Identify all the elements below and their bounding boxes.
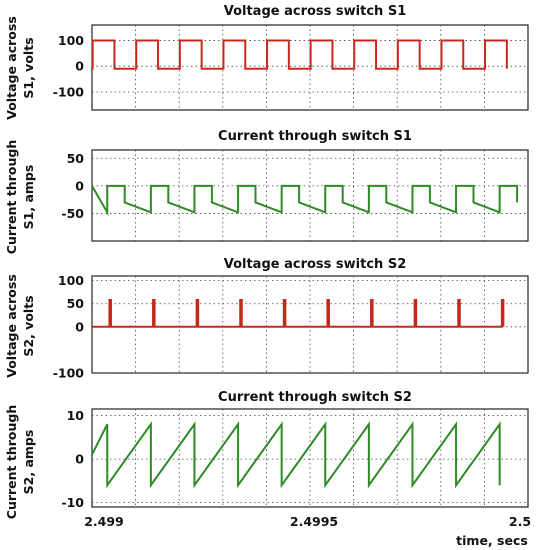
plot-panel: 100 0 -100 Voltage across switch S1 Voltage … — [4, 4, 529, 120]
series-line — [91, 421, 501, 489]
series-line — [91, 184, 519, 217]
x-axis-label: time, secs — [456, 533, 528, 548]
y-tick-label: 50 — [67, 296, 85, 311]
y-tick-label: 0 — [75, 319, 84, 334]
plot-title: Voltage across switch S1 — [224, 4, 407, 19]
x-tick-label: 2.4995 — [290, 514, 338, 529]
y-tick-label: -100 — [53, 84, 85, 99]
series-line — [91, 39, 508, 70]
y-tick-label: 10 — [67, 408, 85, 423]
plot-title: Current through switch S1 — [218, 129, 412, 144]
x-tick-label: 2.499 — [84, 514, 124, 529]
plot-frame — [91, 275, 529, 374]
y-tick-label: 100 — [58, 273, 84, 288]
y-tick-label: 100 — [58, 33, 84, 48]
y-axis-label-line: Voltage across — [4, 16, 19, 120]
y-axis-label-line: Current through — [4, 140, 19, 254]
y-axis-label-line: S1, volts — [21, 37, 36, 98]
y-axis-label-line: Current through — [4, 405, 19, 519]
y-axis-label-line: S1, amps — [21, 165, 36, 230]
plot-panel: 50 0 -50 Current through switch S1 Current t… — [4, 129, 529, 254]
y-axis-label-line: Voltage across — [4, 274, 19, 378]
y-tick-label: 50 — [67, 151, 85, 166]
x-tick-label: 2.5 — [509, 514, 531, 529]
plot-panel: 10 0 -10 Current through switch S2 Current t… — [4, 390, 529, 519]
y-tick-label: 0 — [75, 452, 84, 467]
plot-title: Current through switch S2 — [218, 390, 412, 405]
y-axis-label: Current through S1, amps — [4, 140, 36, 254]
y-tick-label: -10 — [61, 495, 84, 510]
y-tick-label: 0 — [75, 178, 84, 193]
y-axis-label-line: S2, amps — [21, 430, 36, 495]
y-axis-label: Voltage across S1, volts — [4, 16, 36, 120]
series-line — [92, 299, 505, 328]
plot-panel: 100 50 0 -100 Voltage across switch S2 Voltag… — [4, 257, 529, 381]
plot-title: Voltage across switch S2 — [224, 257, 407, 272]
x-axis: 2.499 2.4995 2.5 time, secs — [84, 514, 531, 548]
y-axis-label: Current through S2, amps — [4, 405, 36, 519]
y-axis-label-line: S2, volts — [21, 295, 36, 356]
y-axis-label: Voltage across S2, volts — [4, 274, 36, 378]
y-tick-label: -50 — [61, 206, 84, 221]
y-tick-label: 0 — [75, 59, 84, 74]
y-tick-label: -100 — [53, 366, 85, 381]
